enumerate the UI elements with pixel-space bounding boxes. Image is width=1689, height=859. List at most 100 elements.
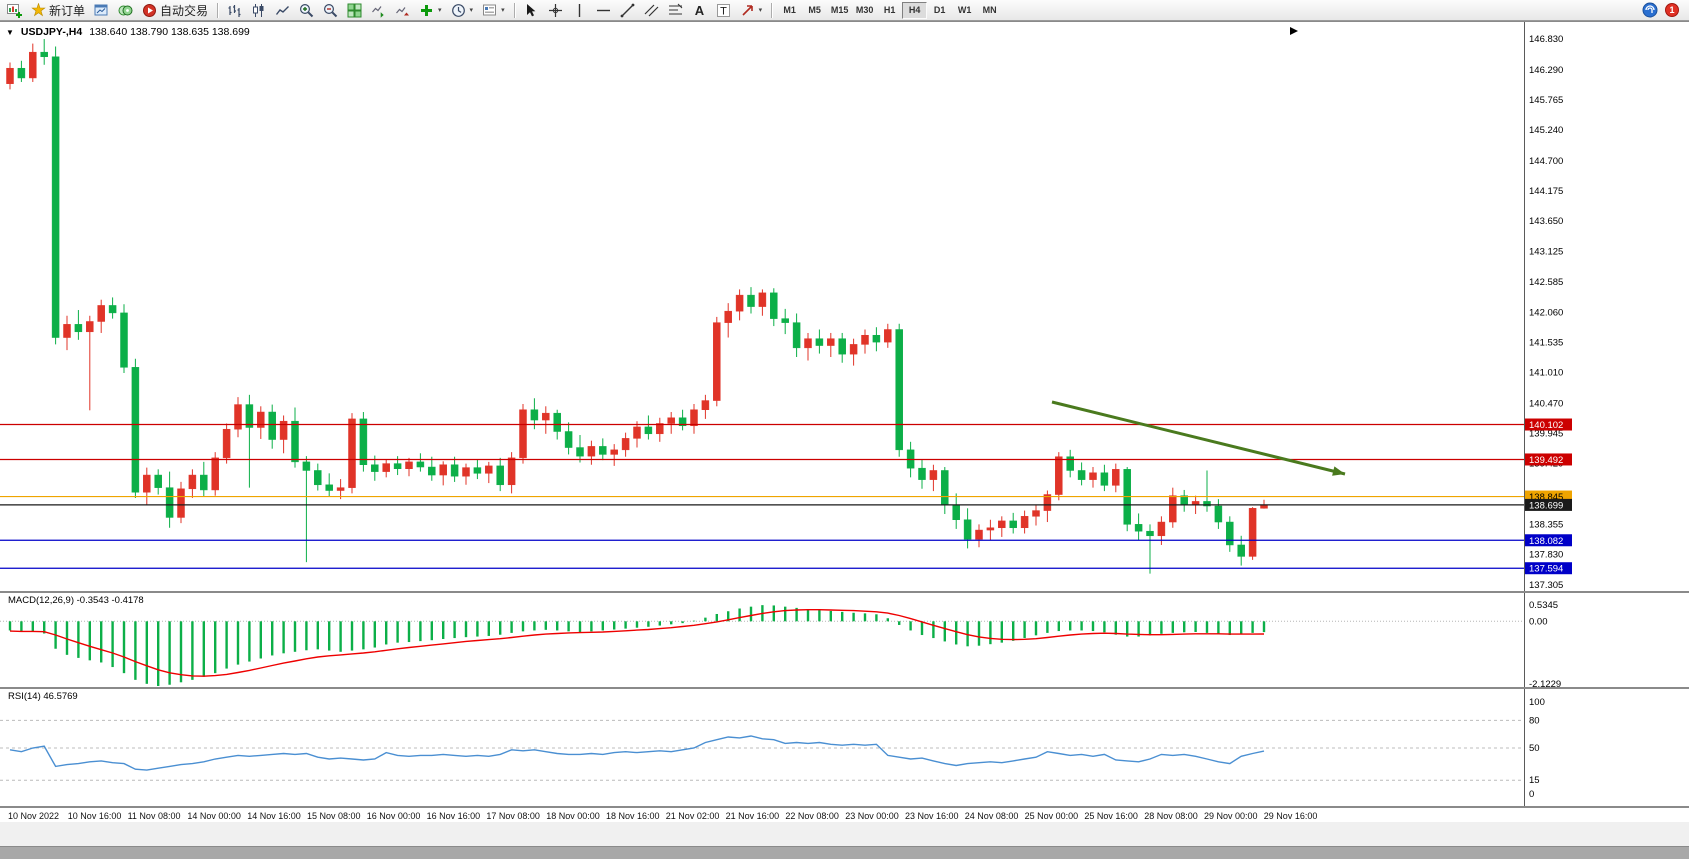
- svg-text:A: A: [694, 3, 704, 18]
- time-axis-label: 17 Nov 08:00: [486, 811, 540, 821]
- rsi-header: RSI(14) 46.5769: [8, 691, 78, 702]
- auto-scroll-button[interactable]: [367, 1, 390, 20]
- tile-windows-button[interactable]: [343, 1, 366, 20]
- auto-trading-icon: [143, 3, 157, 17]
- timeframe-button-h4[interactable]: H4: [902, 1, 928, 19]
- market-watch-icon: [118, 5, 133, 15]
- svg-text:140.102: 140.102: [1529, 420, 1563, 431]
- collapse-triangle-icon[interactable]: ▼: [6, 28, 14, 37]
- market-watch-button[interactable]: [114, 1, 137, 20]
- svg-text:140.470: 140.470: [1529, 398, 1563, 409]
- auto-scroll-icon: [372, 5, 384, 18]
- time-axis-label: 28 Nov 08:00: [1144, 811, 1198, 821]
- svg-text:145.240: 145.240: [1529, 125, 1563, 136]
- rsi-panel[interactable]: RSI(14) 46.5769 100 80 50 15 0: [0, 687, 1689, 808]
- symbol-period-label: USDJPY-,H4: [20, 26, 83, 38]
- trend-arrow-object[interactable]: [1051, 400, 1346, 476]
- toolbar-separator: [771, 2, 773, 18]
- new-chart-button[interactable]: [3, 1, 26, 20]
- channel-icon: [644, 4, 659, 16]
- horizontal-line-tool-button[interactable]: [592, 1, 615, 20]
- chart-plus-icon: [7, 3, 22, 18]
- timeframe-button-m30[interactable]: M30: [852, 2, 877, 19]
- rsi-line: [9, 735, 1265, 771]
- price-tag: [1525, 418, 1572, 431]
- price-level-lines[interactable]: [0, 423, 1524, 569]
- price-chart-canvas[interactable]: 146.830 146.290 145.765 145.240 144.700 144.1…: [0, 22, 1689, 592]
- svg-text:143.125: 143.125: [1529, 246, 1563, 257]
- rsi-axis-tick: 80: [1529, 715, 1540, 726]
- auto-trading-button[interactable]: 自动交易: [138, 1, 212, 20]
- cursor-tool-button[interactable]: [520, 1, 543, 20]
- channel-tool-button[interactable]: [640, 1, 663, 20]
- macd-header: MACD(12,26,9) -0.3543 -0.4178: [8, 595, 144, 606]
- macd-axis-tick: -2.1229: [1529, 679, 1561, 689]
- candlestick-type-button[interactable]: [247, 1, 270, 20]
- svg-text:137.305: 137.305: [1529, 580, 1563, 591]
- timeframe-button-w1[interactable]: W1: [952, 2, 977, 19]
- templates-button[interactable]: ▾: [478, 1, 509, 20]
- fibonacci-tool-button[interactable]: [664, 1, 687, 20]
- vertical-line-tool-button[interactable]: [568, 1, 591, 20]
- timeframe-button-m15[interactable]: M15: [827, 2, 852, 19]
- svg-text:T: T: [720, 5, 727, 17]
- community-icon[interactable]: [1642, 2, 1658, 18]
- toolbar: 新订单 自动交易: [0, 0, 1689, 21]
- time-axis-label: 21 Nov 02:00: [665, 811, 720, 821]
- time-axis-label: 18 Nov 00:00: [546, 811, 600, 821]
- timeframe-group: M1 M5 M15 M30 H1 H4 D1 W1 MN: [777, 1, 1002, 19]
- macd-panel[interactable]: MACD(12,26,9) -0.3543 -0.4178 0.5345 0.00…: [0, 591, 1689, 689]
- chart-shift-button[interactable]: [391, 1, 414, 20]
- notification-badge[interactable]: 1: [1665, 3, 1679, 17]
- time-axis-label: 14 Nov 00:00: [187, 811, 241, 821]
- macd-canvas[interactable]: 0.5345 0.00 -2.1229: [0, 593, 1689, 689]
- chart-profiles-icon: [94, 4, 108, 15]
- zoom-out-button[interactable]: [319, 1, 342, 20]
- window-lower-strip: [0, 822, 1689, 846]
- rsi-axis-tick: 50: [1529, 743, 1540, 754]
- bar-chart-type-button[interactable]: [223, 1, 246, 20]
- rsi-canvas[interactable]: 100 80 50 15 0: [0, 689, 1689, 808]
- chart-shift-marker[interactable]: [1290, 27, 1298, 35]
- time-axis-label: 21 Nov 16:00: [725, 811, 780, 821]
- arrows-tool-button[interactable]: ▾: [736, 1, 767, 20]
- line-chart-icon: [275, 5, 290, 15]
- line-chart-type-button[interactable]: [271, 1, 294, 20]
- auto-trading-label: 自动交易: [160, 3, 209, 18]
- trendline-tool-button[interactable]: [616, 1, 639, 20]
- time-axis-label: 11 Nov 08:00: [127, 811, 181, 821]
- price-tag: [1525, 534, 1572, 547]
- timeframe-button-d1[interactable]: D1: [927, 2, 952, 19]
- svg-text:144.700: 144.700: [1529, 156, 1563, 167]
- time-axis-label: 22 Nov 08:00: [785, 811, 839, 821]
- bottom-gray-bar: [0, 846, 1689, 859]
- label-tool-button[interactable]: T: [712, 1, 735, 20]
- chart-profiles-button[interactable]: [90, 1, 113, 20]
- time-axis-label: 25 Nov 00:00: [1024, 811, 1079, 821]
- timeframe-button-mn[interactable]: MN: [977, 2, 1002, 19]
- text-tool-button[interactable]: A: [688, 1, 711, 20]
- new-order-button[interactable]: 新订单: [27, 1, 89, 20]
- ohlc-values: 138.640 138.790 138.635 138.699: [89, 26, 250, 38]
- macd-axis-tick: 0.00: [1529, 616, 1548, 627]
- indicators-button[interactable]: ▾: [415, 1, 446, 20]
- periods-button[interactable]: ▾: [447, 1, 478, 20]
- timeframe-button-m5[interactable]: M5: [802, 2, 827, 19]
- timeframe-button-h1[interactable]: H1: [877, 2, 902, 19]
- time-axis-label: 29 Nov 16:00: [1263, 811, 1318, 821]
- rsi-axis-tick: 0: [1529, 789, 1534, 800]
- zoom-in-button[interactable]: [295, 1, 318, 20]
- new-order-icon: [31, 2, 46, 16]
- symbol-info-line: ▼ USDJPY-,H4 138.640 138.790 138.635 138…: [6, 26, 250, 38]
- svg-text:137.830: 137.830: [1529, 550, 1563, 561]
- time-axis[interactable]: 10 Nov 2022 10 Nov 16:00 11 Nov 08:00 14 No…: [0, 806, 1689, 822]
- timeframe-button-m1[interactable]: M1: [777, 2, 802, 19]
- crosshair-tool-button[interactable]: [544, 1, 567, 20]
- time-axis-label: 14 Nov 16:00: [247, 811, 301, 821]
- time-axis-label: 18 Nov 16:00: [606, 811, 660, 821]
- main-chart-panel[interactable]: ▼ USDJPY-,H4 138.640 138.790 138.635 138…: [0, 21, 1689, 592]
- time-axis-label: 10 Nov 2022: [8, 811, 60, 821]
- time-axis-label: 25 Nov 16:00: [1084, 811, 1138, 821]
